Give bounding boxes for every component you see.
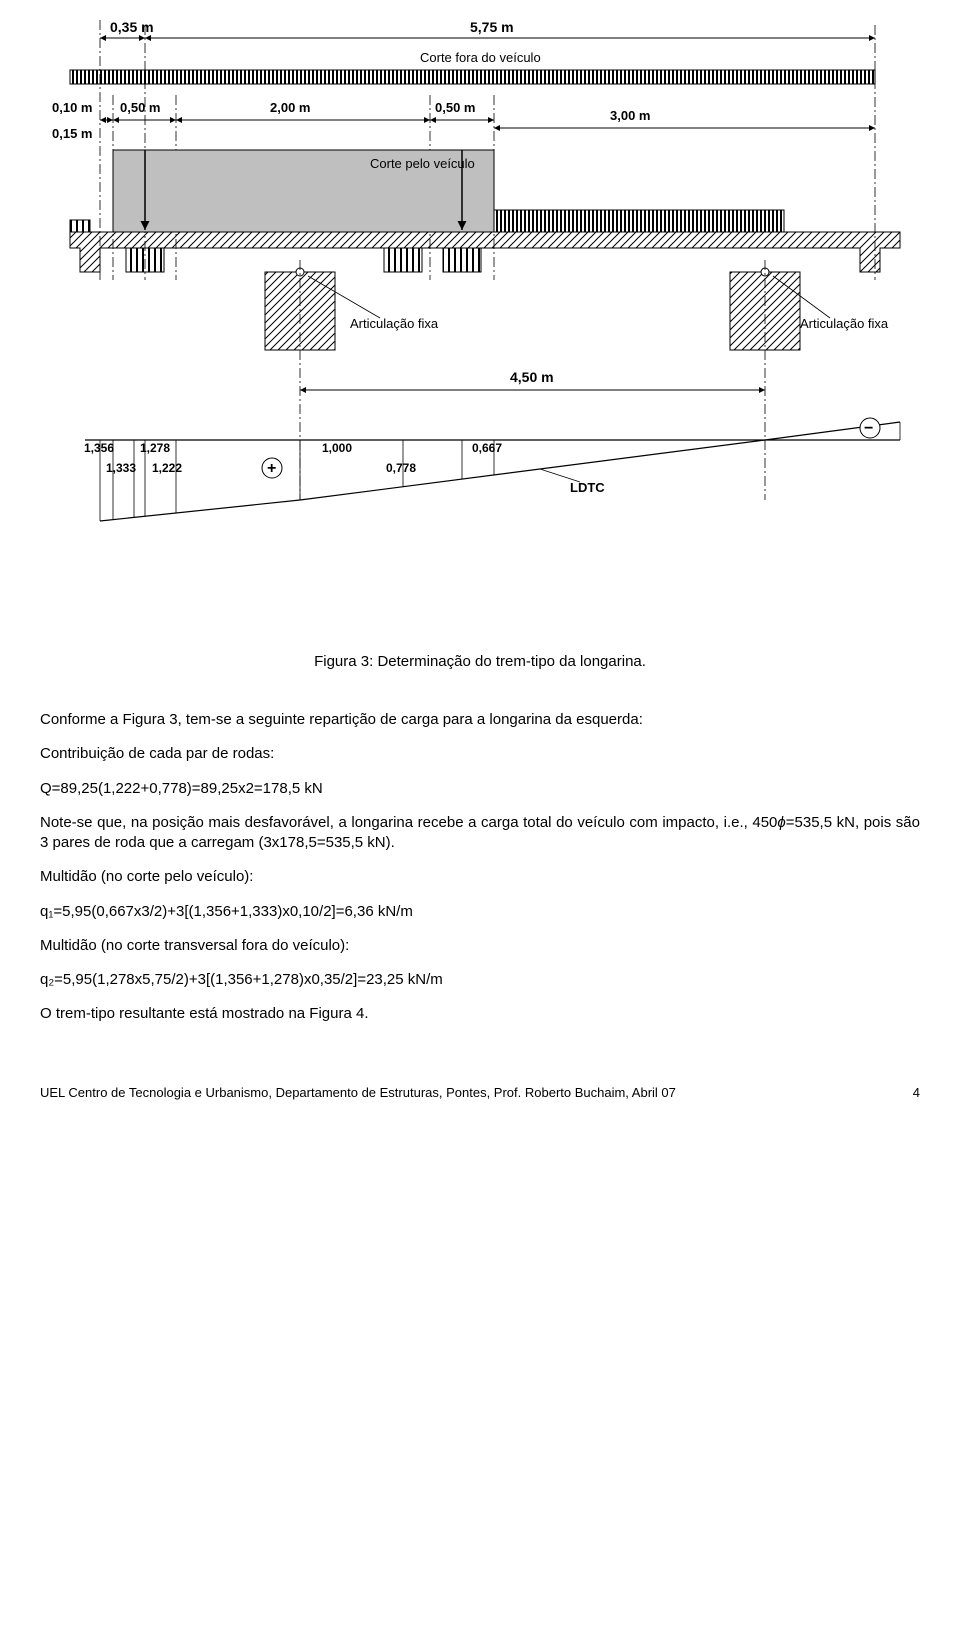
label-artic-2: Articulação fixa — [800, 316, 889, 331]
ord-1356: 1,356 — [84, 441, 114, 455]
label-artic-1: Articulação fixa — [350, 316, 439, 331]
footer-text: UEL Centro de Tecnologia e Urbanismo, De… — [40, 1085, 676, 1100]
para-3: Q=89,25(1,222+0,778)=89,25x2=178,5 kN — [40, 779, 920, 799]
ord-0667: 0,667 — [472, 441, 502, 455]
dim-010: 0,10 m — [52, 100, 92, 115]
ord-0778: 0,778 — [386, 461, 416, 475]
minus-sign: − — [864, 420, 873, 437]
para-8: q₂=5,95(1,278x5,75/2)+3[(1,356+1,278)x0,… — [40, 970, 920, 990]
dim-035: 0,35 m — [110, 20, 154, 35]
dim-050a: 0,50 m — [120, 100, 160, 115]
page-number: 4 — [913, 1085, 920, 1100]
para-5: Multidão (no corte pelo veículo): — [40, 867, 920, 887]
dim-300: 3,00 m — [610, 108, 650, 123]
para-4: Note-se que, na posição mais desfavoráve… — [40, 813, 920, 854]
para-7: Multidão (no corte transversal fora do v… — [40, 936, 920, 956]
figure-caption: Figura 3: Determinação do trem-tipo da l… — [40, 653, 920, 670]
plus-sign: + — [267, 460, 276, 477]
para-2: Contribuição de cada par de rodas: — [40, 744, 920, 764]
figure-3-diagram: 0,35 m 5,75 m Corte fora do veículo 0,10… — [40, 20, 920, 623]
para-9: O trem-tipo resultante está mostrado na … — [40, 1004, 920, 1024]
dim-200: 2,00 m — [270, 100, 310, 115]
ldtc-label: LDTC — [570, 480, 605, 495]
para-6: q₁=5,95(0,667x3/2)+3[(1,356+1,333)x0,10/… — [40, 902, 920, 922]
ord-1333: 1,333 — [106, 461, 136, 475]
ord-1222: 1,222 — [152, 461, 182, 475]
dim-015: 0,15 m — [52, 126, 92, 141]
para-1: Conforme a Figura 3, tem-se a seguinte r… — [40, 710, 920, 730]
dim-050b: 0,50 m — [435, 100, 475, 115]
label-corte-pelo: Corte pelo veículo — [370, 156, 475, 171]
dim-575: 5,75 m — [470, 20, 514, 35]
dim-450: 4,50 m — [510, 369, 554, 385]
ord-1278: 1,278 — [140, 441, 170, 455]
label-corte-fora: Corte fora do veículo — [420, 50, 541, 65]
ord-1000: 1,000 — [322, 441, 352, 455]
